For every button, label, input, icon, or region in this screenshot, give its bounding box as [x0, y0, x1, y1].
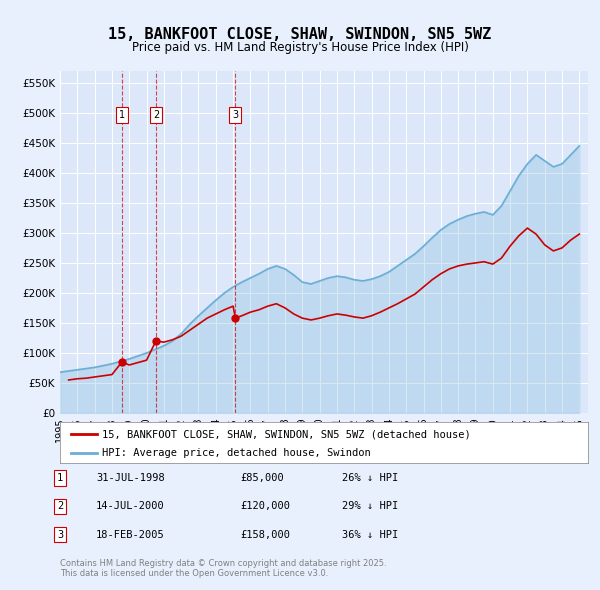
Text: HPI: Average price, detached house, Swindon: HPI: Average price, detached house, Swin…: [102, 448, 371, 458]
Text: £85,000: £85,000: [240, 473, 284, 483]
Text: 2: 2: [153, 110, 159, 120]
Text: 3: 3: [232, 110, 238, 120]
Text: £120,000: £120,000: [240, 502, 290, 511]
Text: 36% ↓ HPI: 36% ↓ HPI: [342, 530, 398, 539]
Text: Contains HM Land Registry data © Crown copyright and database right 2025.
This d: Contains HM Land Registry data © Crown c…: [60, 559, 386, 578]
Text: 14-JUL-2000: 14-JUL-2000: [96, 502, 165, 511]
Text: 18-FEB-2005: 18-FEB-2005: [96, 530, 165, 539]
Text: 2: 2: [57, 502, 63, 511]
Text: 3: 3: [57, 530, 63, 539]
Text: Price paid vs. HM Land Registry's House Price Index (HPI): Price paid vs. HM Land Registry's House …: [131, 41, 469, 54]
Text: £158,000: £158,000: [240, 530, 290, 539]
Text: 29% ↓ HPI: 29% ↓ HPI: [342, 502, 398, 511]
Text: 31-JUL-1998: 31-JUL-1998: [96, 473, 165, 483]
Text: 1: 1: [57, 473, 63, 483]
Text: 15, BANKFOOT CLOSE, SHAW, SWINDON, SN5 5WZ: 15, BANKFOOT CLOSE, SHAW, SWINDON, SN5 5…: [109, 27, 491, 41]
Text: 1: 1: [119, 110, 125, 120]
Text: 15, BANKFOOT CLOSE, SHAW, SWINDON, SN5 5WZ (detached house): 15, BANKFOOT CLOSE, SHAW, SWINDON, SN5 5…: [102, 430, 471, 439]
Text: 26% ↓ HPI: 26% ↓ HPI: [342, 473, 398, 483]
